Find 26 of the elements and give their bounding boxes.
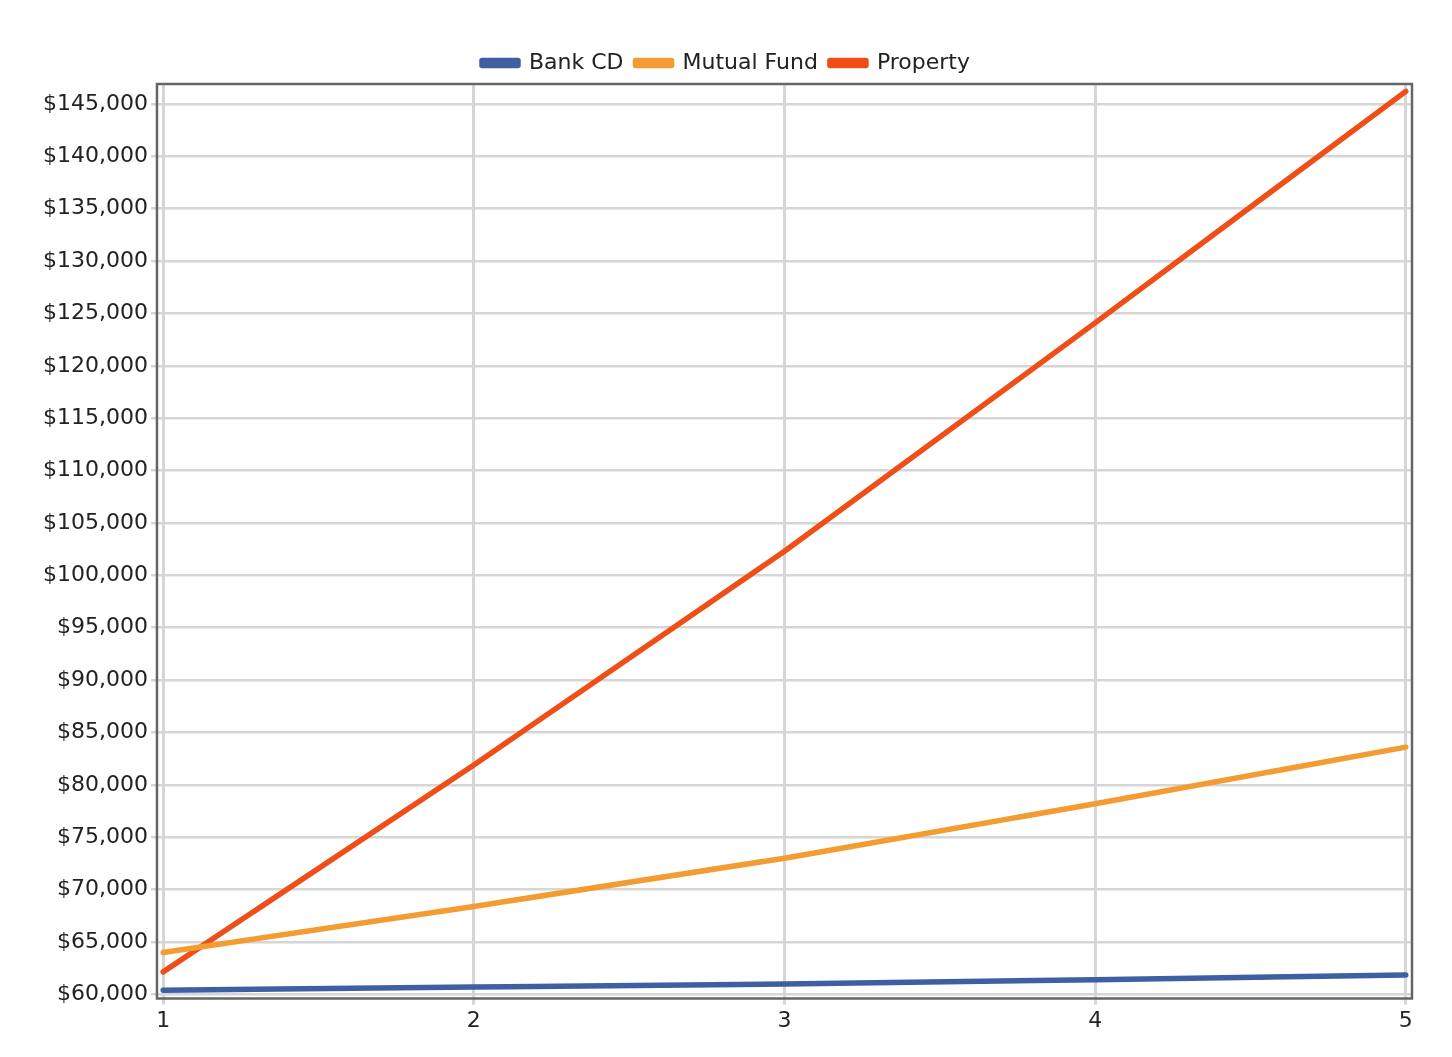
y-tick-label: $120,000 <box>42 351 148 377</box>
y-tick-label: $130,000 <box>42 246 148 272</box>
x-tick-label: 4 <box>1088 1006 1103 1032</box>
y-tick-label: $65,000 <box>56 927 148 953</box>
y-tick-label: $75,000 <box>56 822 148 848</box>
y-tick-label: $125,000 <box>42 299 148 325</box>
y-tick-label: $135,000 <box>42 194 148 220</box>
y-tick-label: $100,000 <box>42 561 148 587</box>
y-tick-label: $110,000 <box>42 456 148 482</box>
y-tick-label: $95,000 <box>56 613 148 639</box>
legend-label: Property <box>876 48 971 74</box>
y-tick-label: $140,000 <box>42 142 148 168</box>
x-tick-label: 5 <box>1398 1006 1413 1032</box>
y-tick-label: $80,000 <box>56 770 148 796</box>
legend-label: Bank CD <box>528 48 624 74</box>
x-tick-label: 3 <box>777 1006 792 1032</box>
x-tick-label: 2 <box>466 1006 481 1032</box>
y-tick-label: $85,000 <box>56 718 148 744</box>
y-tick-label: $105,000 <box>42 508 148 534</box>
x-tick-label: 1 <box>156 1006 171 1032</box>
y-tick-label: $60,000 <box>56 980 148 1006</box>
y-tick-label: $90,000 <box>56 665 148 691</box>
legend-label: Mutual Fund <box>682 48 818 74</box>
y-tick-label: $115,000 <box>42 403 148 429</box>
y-tick-label: $145,000 <box>42 89 148 115</box>
y-tick-label: $70,000 <box>56 875 148 901</box>
